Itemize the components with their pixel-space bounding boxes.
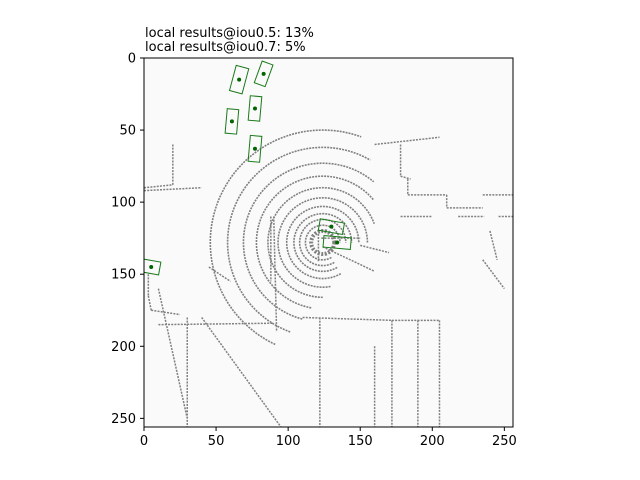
- detection-center-8: [149, 265, 154, 270]
- detection-center-1: [237, 77, 242, 82]
- detection-box-4: [224, 108, 240, 135]
- lidar-segment-36: [489, 230, 498, 260]
- chart-title-line-1: local results@iou0.5: 13%: [145, 26, 314, 41]
- lidar-segment-22: [374, 136, 440, 146]
- lidar-ring-1: [304, 224, 341, 261]
- y-tick-label-0: 0: [128, 52, 136, 67]
- lidar-ring-8: [242, 162, 375, 320]
- detection-box-2: [253, 60, 274, 88]
- detection-center-4: [229, 119, 234, 124]
- lidar-segment-14: [302, 316, 392, 322]
- lidar-segment-5: [144, 184, 173, 189]
- detection-center-2: [261, 71, 266, 76]
- lidar-ring-4: [285, 205, 360, 280]
- lidar-segment-37: [482, 259, 505, 290]
- y-axis: 0 50 100 150 200 250: [111, 52, 144, 427]
- x-tick-label-2: 100: [276, 434, 301, 449]
- x-tick-label-0: 0: [140, 434, 148, 449]
- lidar-ring-6: [267, 186, 375, 299]
- x-tick-label-5: 250: [492, 434, 517, 449]
- lidar-segment-6: [144, 186, 202, 192]
- y-tick-label-2: 100: [111, 196, 136, 211]
- lidar-ring-5: [277, 197, 369, 288]
- y-tick-label-5: 250: [111, 412, 136, 427]
- detection-box-1: [228, 64, 250, 95]
- x-tick-label-4: 200: [420, 434, 445, 449]
- lidar-segment-24: [400, 175, 411, 180]
- lidar-segment-9: [147, 295, 152, 311]
- lidar-segment-3: [360, 244, 390, 254]
- y-tick-label-3: 150: [111, 268, 136, 283]
- chart-title-line-2: local results@iou0.7: 5%: [145, 40, 306, 55]
- lidar-segment-10: [151, 309, 181, 316]
- detection-center-7: [335, 240, 340, 245]
- detection-box-7: [322, 235, 352, 250]
- detection-box-5: [247, 134, 263, 163]
- detection-box-8: [144, 258, 162, 276]
- lidar-ring-9: [226, 146, 371, 333]
- detection-center-5: [252, 146, 257, 151]
- lidar-segment-11: [158, 322, 274, 326]
- lidar-ring-3: [293, 212, 353, 273]
- lidar-ring-7: [255, 175, 375, 309]
- y-tick-label-1: 50: [119, 124, 136, 139]
- lidar-segment-35: [157, 288, 188, 419]
- detection-center-6: [329, 224, 334, 229]
- detection-box-6: [317, 218, 346, 236]
- plot-frame: [143, 57, 514, 428]
- detection-center-3: [252, 106, 257, 111]
- y-tick-label-4: 200: [111, 340, 136, 355]
- lidar-segment-34: [201, 317, 282, 427]
- x-tick-label-1: 50: [208, 434, 225, 449]
- lidar-ring-10: [209, 129, 362, 346]
- detection-box-3: [247, 95, 263, 122]
- x-tick-label-3: 150: [348, 434, 373, 449]
- lidar-segment-33: [208, 266, 231, 283]
- lidar-segment-13: [272, 216, 278, 332]
- lidar-ring-2: [298, 218, 347, 267]
- plot-area: [144, 58, 513, 427]
- plot-background: [144, 58, 513, 427]
- x-axis: 0 50 100 150 200 250: [140, 427, 517, 449]
